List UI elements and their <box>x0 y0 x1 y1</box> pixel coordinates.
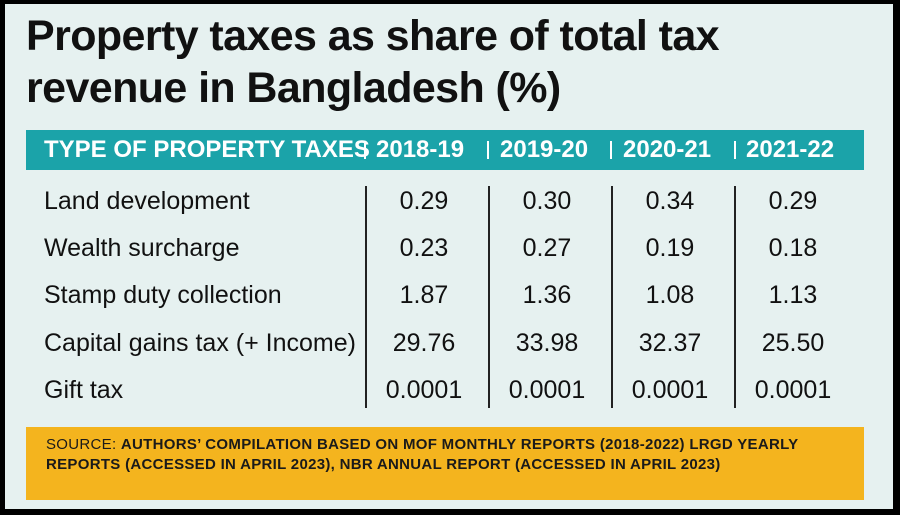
header-separator <box>734 141 736 159</box>
cell-value: 33.98 <box>515 329 579 357</box>
row-label: Gift tax <box>44 376 124 404</box>
column-header-type: TYPE OF PROPERTY TAXES <box>44 136 370 163</box>
column-divider <box>734 186 736 408</box>
cell-value: 0.0001 <box>385 376 463 404</box>
table-header: TYPE OF PROPERTY TAXES 2018-19 2019-20 2… <box>26 130 864 170</box>
cell-value: 0.0001 <box>631 376 709 404</box>
column-divider <box>365 186 367 408</box>
source-text: Authors’ compilation based on MoF monthl… <box>46 436 799 473</box>
cell-value: 1.36 <box>522 281 572 309</box>
cell-value: 0.30 <box>522 187 572 215</box>
cell-value: 0.19 <box>645 234 695 262</box>
infographic-frame <box>5 4 893 509</box>
source-prefix: Source: <box>46 436 121 453</box>
table-row-wealth-surcharge: Wealth surcharge 0.23 0.27 0.19 0.18 <box>26 225 864 271</box>
cell-value: 0.29 <box>399 187 449 215</box>
cell-value: 0.0001 <box>508 376 586 404</box>
cell-value: 25.50 <box>761 329 825 357</box>
table-row-gift-tax: Gift tax 0.0001 0.0001 0.0001 0.0001 <box>26 367 864 413</box>
cell-value: 1.08 <box>645 281 695 309</box>
row-label: Stamp duty collection <box>44 281 282 309</box>
column-divider <box>611 186 613 408</box>
header-separator <box>610 141 612 159</box>
column-header-2021-22: 2021-22 <box>746 136 835 163</box>
row-label: Land development <box>44 187 250 215</box>
table-row-land-development: Land development 0.29 0.30 0.34 0.29 <box>26 178 864 224</box>
cell-value: 1.87 <box>399 281 449 309</box>
cell-value: 0.0001 <box>754 376 832 404</box>
header-separator <box>487 141 489 159</box>
column-divider <box>488 186 490 408</box>
title-line-1: Property taxes as share of total tax <box>26 12 720 60</box>
source-box: Source: Authors’ compilation based on Mo… <box>26 427 864 500</box>
cell-value: 0.29 <box>768 187 818 215</box>
cell-value: 0.27 <box>522 234 572 262</box>
cell-value: 1.13 <box>768 281 818 309</box>
chart-title: Property taxes as share of total tax rev… <box>26 10 866 114</box>
row-label: Capital gains tax (+ Income) <box>44 329 356 357</box>
column-header-2019-20: 2019-20 <box>500 136 589 163</box>
title-line-2: revenue in Bangladesh (%) <box>26 64 561 112</box>
cell-value: 29.76 <box>392 329 456 357</box>
source-note: Source: Authors’ compilation based on Mo… <box>46 435 846 475</box>
column-header-2018-19: 2018-19 <box>376 136 465 163</box>
cell-value: 0.34 <box>645 187 695 215</box>
table-row-capital-gains: Capital gains tax (+ Income) 29.76 33.98… <box>26 320 864 366</box>
table-row-stamp-duty: Stamp duty collection 1.87 1.36 1.08 1.1… <box>26 272 864 318</box>
cell-value: 0.23 <box>399 234 449 262</box>
row-label: Wealth surcharge <box>44 234 240 262</box>
header-separator <box>364 141 366 159</box>
cell-value: 0.18 <box>768 234 818 262</box>
cell-value: 32.37 <box>638 329 702 357</box>
column-header-2020-21: 2020-21 <box>623 136 712 163</box>
